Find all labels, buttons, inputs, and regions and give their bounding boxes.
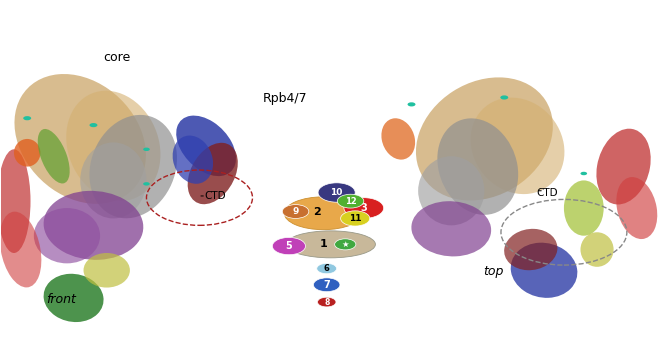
- Ellipse shape: [408, 102, 416, 107]
- Text: 1: 1: [320, 239, 328, 249]
- Text: front: front: [46, 293, 76, 306]
- Ellipse shape: [188, 143, 238, 204]
- Text: ★: ★: [341, 240, 349, 249]
- Ellipse shape: [596, 129, 651, 204]
- Ellipse shape: [90, 123, 98, 127]
- Ellipse shape: [504, 229, 557, 270]
- Ellipse shape: [616, 177, 657, 239]
- Ellipse shape: [90, 115, 177, 218]
- Ellipse shape: [511, 243, 578, 298]
- Ellipse shape: [580, 172, 587, 175]
- Text: 5: 5: [286, 241, 292, 251]
- Ellipse shape: [84, 253, 130, 288]
- Circle shape: [344, 198, 384, 218]
- Ellipse shape: [0, 149, 31, 253]
- Circle shape: [282, 205, 309, 218]
- Ellipse shape: [176, 116, 236, 176]
- Ellipse shape: [284, 197, 363, 230]
- Circle shape: [318, 183, 355, 202]
- Ellipse shape: [381, 118, 415, 160]
- Ellipse shape: [471, 98, 564, 194]
- Text: core: core: [103, 51, 130, 64]
- Ellipse shape: [34, 208, 100, 263]
- Text: 10: 10: [331, 188, 343, 197]
- Ellipse shape: [286, 231, 375, 258]
- Ellipse shape: [14, 139, 41, 167]
- Ellipse shape: [143, 182, 150, 186]
- Ellipse shape: [564, 180, 604, 236]
- Ellipse shape: [438, 118, 518, 215]
- Circle shape: [337, 194, 364, 208]
- Ellipse shape: [500, 95, 508, 100]
- Ellipse shape: [38, 129, 70, 184]
- Text: 6: 6: [324, 264, 329, 273]
- Text: 3: 3: [361, 203, 367, 213]
- Ellipse shape: [580, 232, 614, 267]
- Ellipse shape: [66, 91, 161, 201]
- Text: CTD: CTD: [536, 187, 558, 197]
- Ellipse shape: [44, 191, 143, 260]
- Circle shape: [341, 211, 370, 226]
- Text: CTD: CTD: [205, 191, 226, 201]
- Text: 11: 11: [349, 214, 361, 223]
- Text: top: top: [483, 265, 503, 279]
- Ellipse shape: [80, 142, 147, 218]
- Ellipse shape: [173, 136, 213, 184]
- Ellipse shape: [416, 77, 553, 201]
- Ellipse shape: [44, 274, 104, 322]
- Text: 9: 9: [292, 207, 299, 216]
- Ellipse shape: [23, 116, 31, 120]
- Ellipse shape: [412, 201, 491, 256]
- Circle shape: [317, 297, 336, 307]
- Ellipse shape: [418, 156, 485, 225]
- Text: 2: 2: [313, 206, 321, 217]
- Text: 12: 12: [345, 197, 357, 206]
- Text: 7: 7: [323, 280, 330, 290]
- Circle shape: [313, 278, 340, 292]
- Ellipse shape: [143, 147, 150, 151]
- Circle shape: [335, 239, 356, 250]
- Circle shape: [272, 237, 305, 255]
- Text: 8: 8: [324, 298, 329, 306]
- Text: Rpb4/7: Rpb4/7: [262, 92, 307, 105]
- Ellipse shape: [0, 212, 41, 287]
- Ellipse shape: [15, 74, 146, 204]
- Circle shape: [317, 263, 337, 274]
